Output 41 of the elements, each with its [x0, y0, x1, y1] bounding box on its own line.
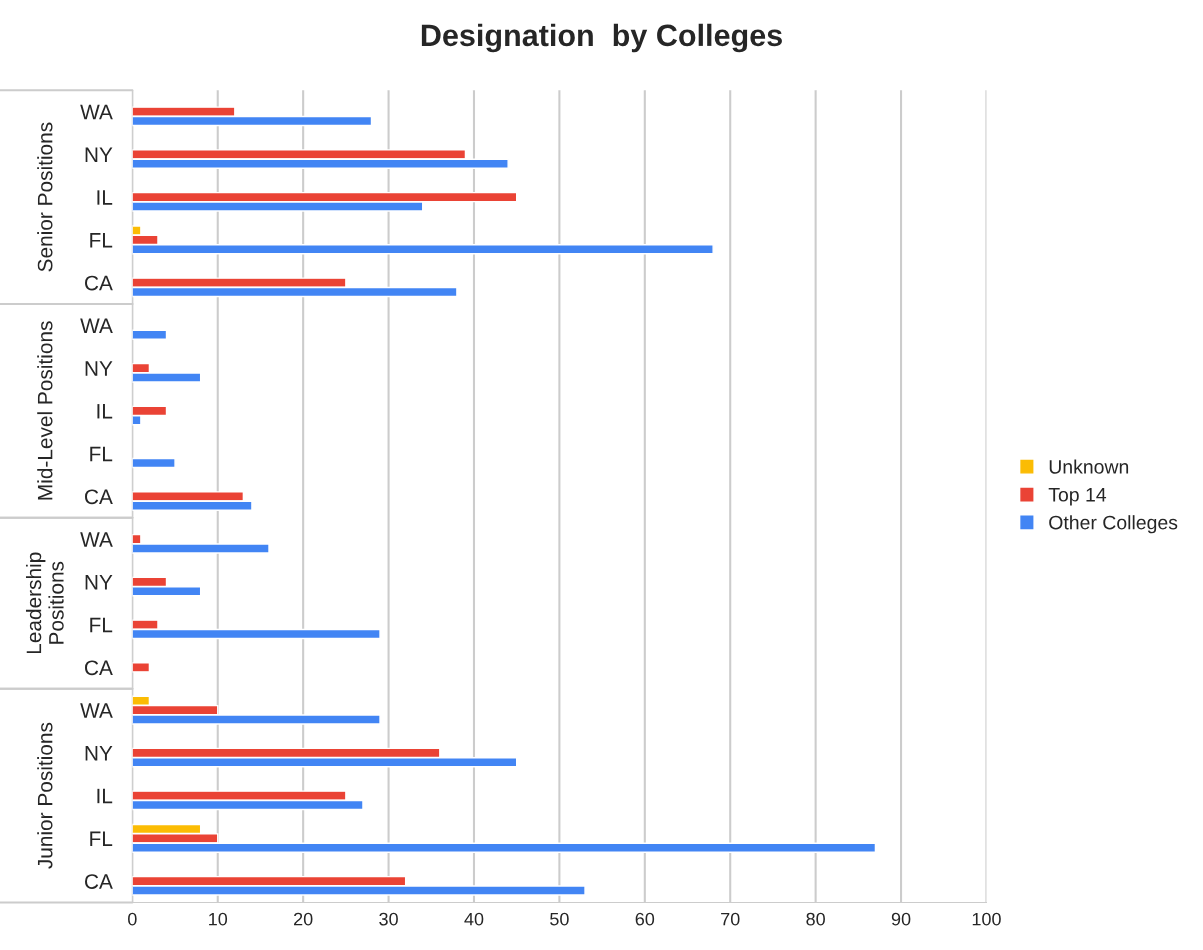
x-tick-label: 30 — [379, 912, 398, 926]
text: Leadership Positions — [25, 552, 64, 654]
legend-label: Unknown — [1049, 459, 1129, 474]
y-tick-label: WA — [80, 318, 113, 333]
bar — [132, 662, 151, 673]
x-tick-label: 90 — [891, 912, 911, 926]
chart-title: Designation by Colleges — [421, 23, 782, 53]
y-tick-label: NY — [85, 746, 113, 761]
y-tick-label: IL — [97, 788, 113, 804]
y-tick-label: NY — [85, 575, 113, 590]
legend-label: Top 14 — [1048, 488, 1107, 506]
text: Mid-Level Positions — [37, 321, 53, 500]
x-tick-label: 20 — [294, 912, 313, 926]
y-tick-label: WA — [80, 703, 113, 718]
y-tick-label: FL — [90, 831, 113, 846]
x-tick-label: 40 — [464, 912, 484, 926]
text: Senior Positions — [37, 122, 53, 272]
y-tick-label: CA — [85, 660, 113, 676]
y-tick-label: IL — [97, 190, 113, 205]
y-tick-label: CA — [85, 275, 113, 291]
y-tick-label: WA — [80, 532, 113, 547]
y-tick-label: NY — [85, 361, 113, 376]
x-tick-label: 80 — [806, 912, 825, 926]
bar — [132, 457, 176, 469]
y-tick-label: FL — [90, 617, 113, 633]
y-tick-label: WA — [80, 104, 113, 120]
text: Junior Positions — [37, 722, 53, 869]
y-tick-label: IL — [97, 404, 113, 419]
y-tick-label: CA — [85, 489, 113, 505]
x-tick-label: 50 — [550, 912, 569, 926]
x-tick-label: 0 — [128, 912, 137, 926]
x-tick-label: 60 — [635, 912, 655, 926]
x-tick-label: 70 — [721, 912, 740, 926]
y-tick-label: FL — [90, 446, 113, 462]
y-tick-label: FL — [90, 233, 113, 248]
legend-label: Other Colleges — [1049, 515, 1178, 534]
x-tick-label: 10 — [209, 912, 228, 926]
x-tick-label: 100 — [972, 912, 1001, 926]
bar — [132, 329, 168, 340]
y-tick-label: CA — [85, 874, 113, 889]
y-tick-label: NY — [85, 147, 113, 162]
